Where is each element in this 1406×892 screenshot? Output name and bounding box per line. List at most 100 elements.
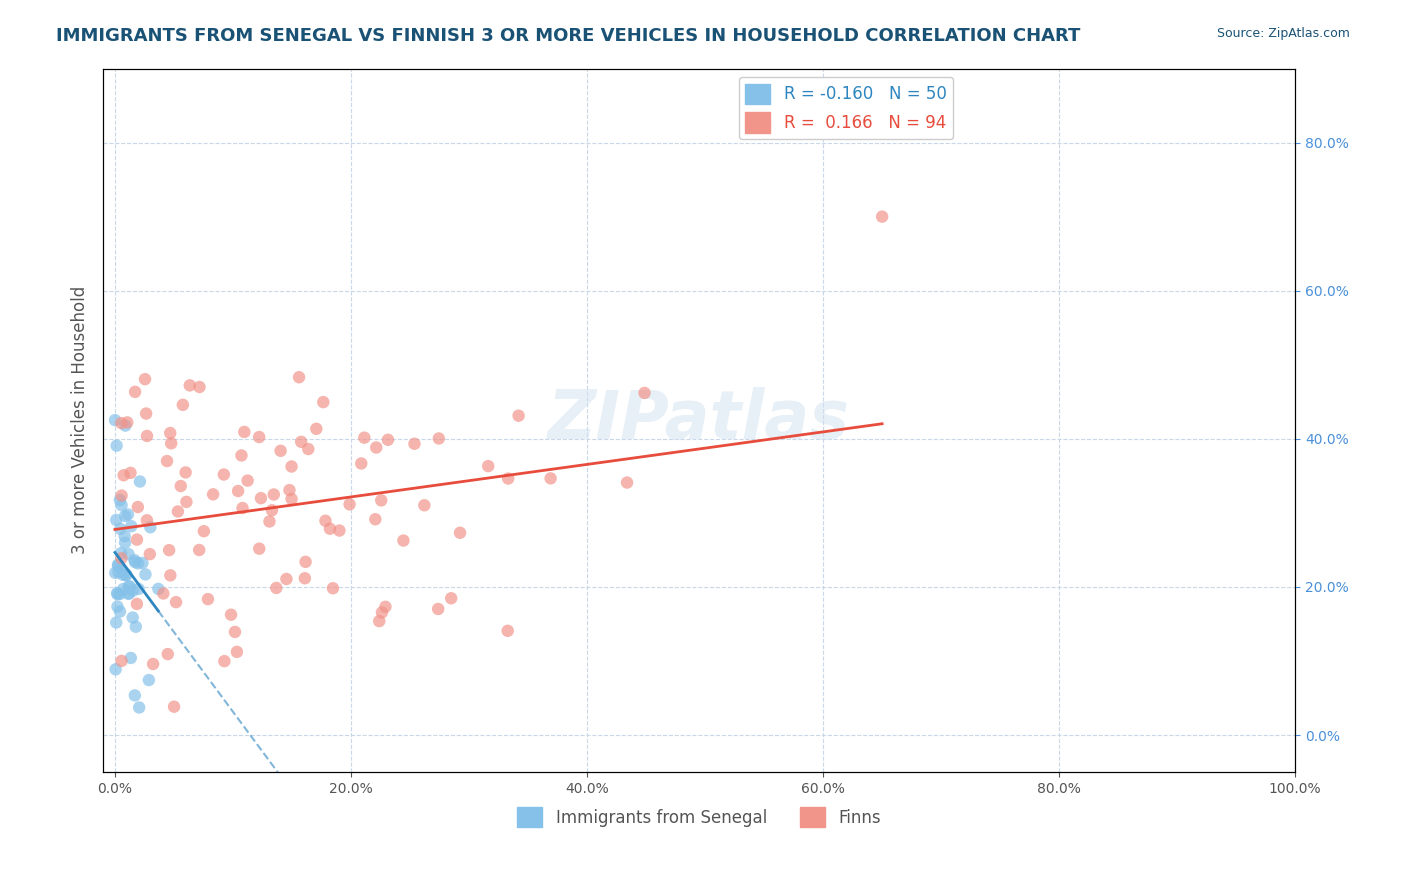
Point <box>260 503 283 517</box>
Point <box>121 610 143 624</box>
Point <box>104 566 127 580</box>
Point <box>128 582 150 596</box>
Point <box>110 654 132 668</box>
Point <box>134 567 156 582</box>
Point <box>176 495 198 509</box>
Point <box>139 547 162 561</box>
Point <box>105 513 128 527</box>
Point <box>159 568 181 582</box>
Point <box>124 689 146 703</box>
Y-axis label: 3 or more Vehicles in Household: 3 or more Vehicles in Household <box>72 286 89 555</box>
Point <box>124 555 146 569</box>
Point <box>413 498 436 512</box>
Point <box>212 467 235 482</box>
Point <box>118 580 141 594</box>
Point <box>167 504 190 518</box>
Text: Source: ZipAtlas.com: Source: ZipAtlas.com <box>1216 27 1350 40</box>
Point <box>104 662 127 676</box>
Point <box>118 579 141 593</box>
Point <box>236 474 259 488</box>
Point <box>152 586 174 600</box>
Point <box>156 454 179 468</box>
Point <box>231 501 253 516</box>
Point <box>107 587 129 601</box>
Point <box>148 582 170 596</box>
Point <box>226 645 249 659</box>
Point <box>105 439 128 453</box>
Point <box>224 624 246 639</box>
Point <box>111 489 134 503</box>
Point <box>142 657 165 671</box>
Point <box>112 468 135 483</box>
Point <box>322 581 344 595</box>
Point <box>172 398 194 412</box>
Point <box>104 413 127 427</box>
Point <box>404 436 426 450</box>
Point <box>134 372 156 386</box>
Point <box>179 378 201 392</box>
Point <box>314 514 336 528</box>
Point <box>427 432 450 446</box>
Point <box>270 443 292 458</box>
Point <box>266 581 288 595</box>
Point <box>165 595 187 609</box>
Point <box>377 433 399 447</box>
Point <box>115 567 138 582</box>
Point <box>129 475 152 489</box>
Point <box>339 497 361 511</box>
Point <box>108 587 131 601</box>
Point <box>371 606 394 620</box>
Point <box>110 562 132 576</box>
Point <box>496 624 519 638</box>
Point <box>105 615 128 630</box>
Point <box>508 409 530 423</box>
Point <box>280 491 302 506</box>
Point <box>135 407 157 421</box>
Point <box>127 500 149 514</box>
Point <box>120 466 142 480</box>
Point <box>136 429 159 443</box>
Point <box>368 614 391 628</box>
Point <box>633 385 655 400</box>
Point <box>370 493 392 508</box>
Point <box>110 416 132 430</box>
Point <box>131 556 153 570</box>
Point <box>110 522 132 536</box>
Point <box>440 591 463 606</box>
Point <box>226 483 249 498</box>
Point <box>125 533 148 547</box>
Point <box>297 442 319 456</box>
Point <box>117 587 139 601</box>
Point <box>202 487 225 501</box>
Point <box>233 425 256 439</box>
Point <box>870 210 893 224</box>
Point <box>188 380 211 394</box>
Legend: Immigrants from Senegal, Finns: Immigrants from Senegal, Finns <box>510 800 887 834</box>
Point <box>496 471 519 485</box>
Point <box>247 541 270 556</box>
Point <box>392 533 415 548</box>
Point <box>115 568 138 582</box>
Point <box>374 599 396 614</box>
Point <box>276 572 298 586</box>
Point <box>114 535 136 549</box>
Point <box>197 592 219 607</box>
Text: IMMIGRANTS FROM SENEGAL VS FINNISH 3 OR MORE VEHICLES IN HOUSEHOLD CORRELATION C: IMMIGRANTS FROM SENEGAL VS FINNISH 3 OR … <box>56 27 1081 45</box>
Point <box>159 425 181 440</box>
Point <box>312 395 335 409</box>
Point <box>259 515 281 529</box>
Point <box>107 558 129 572</box>
Point <box>231 449 253 463</box>
Point <box>278 483 301 497</box>
Point <box>219 607 242 622</box>
Point <box>366 441 388 455</box>
Text: ZIPatlas: ZIPatlas <box>548 387 851 453</box>
Point <box>108 493 131 508</box>
Point <box>449 525 471 540</box>
Point <box>127 557 149 571</box>
Point <box>117 508 139 522</box>
Point <box>188 543 211 558</box>
Point <box>107 558 129 573</box>
Point <box>125 597 148 611</box>
Point <box>117 547 139 561</box>
